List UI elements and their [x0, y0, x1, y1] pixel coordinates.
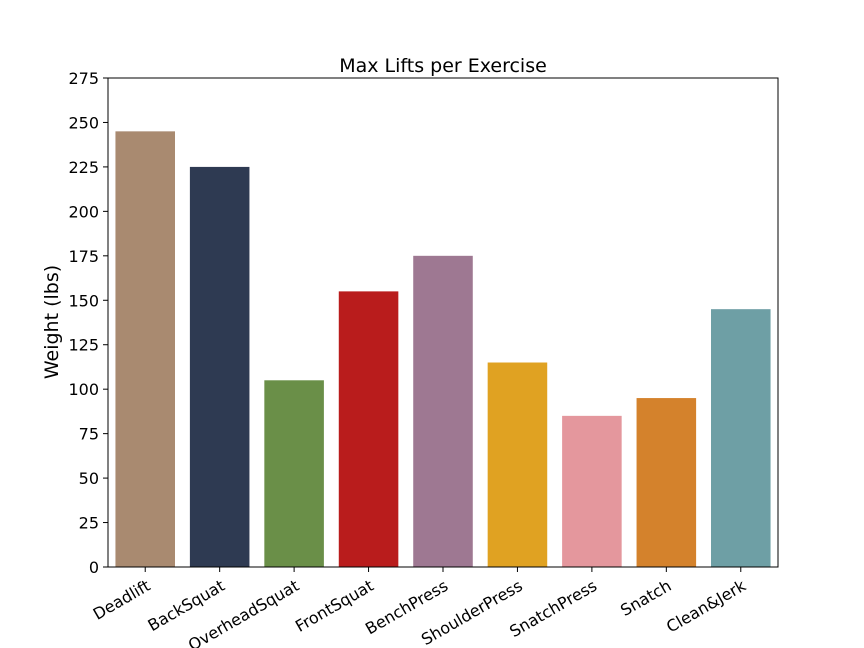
bar-backsquat [189, 166, 250, 567]
y-tick-label: 75 [79, 425, 99, 444]
y-tick-label: 100 [68, 380, 99, 399]
y-tick-label: 275 [68, 69, 99, 88]
bar-overheadsquat [264, 380, 324, 567]
y-tick-label: 125 [68, 336, 99, 355]
bar-snatchpress [562, 415, 622, 567]
y-axis: 0 25 50 75 100 125 150 175 200 225 250 275 [68, 69, 108, 577]
y-tick-label: 225 [68, 158, 99, 177]
y-tick-label: 50 [79, 469, 99, 488]
bar-snatch [636, 398, 697, 567]
plot-frame [107, 77, 779, 568]
y-tick-label: 200 [68, 202, 99, 221]
y-tick-label: 250 [68, 113, 99, 132]
y-tick-label: 0 [89, 558, 99, 577]
bar-deadlift [115, 131, 175, 567]
y-tick-label: 175 [68, 247, 99, 266]
y-axis-label: Weight (lbs) [41, 265, 63, 379]
y-tick-label: 25 [79, 514, 99, 533]
chart-title: Max Lifts per Exercise [339, 55, 547, 77]
bar-benchpress [413, 255, 473, 567]
bar-shoulderpress [487, 362, 548, 567]
bar-frontsquat [338, 291, 399, 567]
bar-clean-jerk [711, 309, 771, 567]
bars-group [115, 131, 771, 567]
y-tick-label: 150 [68, 291, 99, 310]
